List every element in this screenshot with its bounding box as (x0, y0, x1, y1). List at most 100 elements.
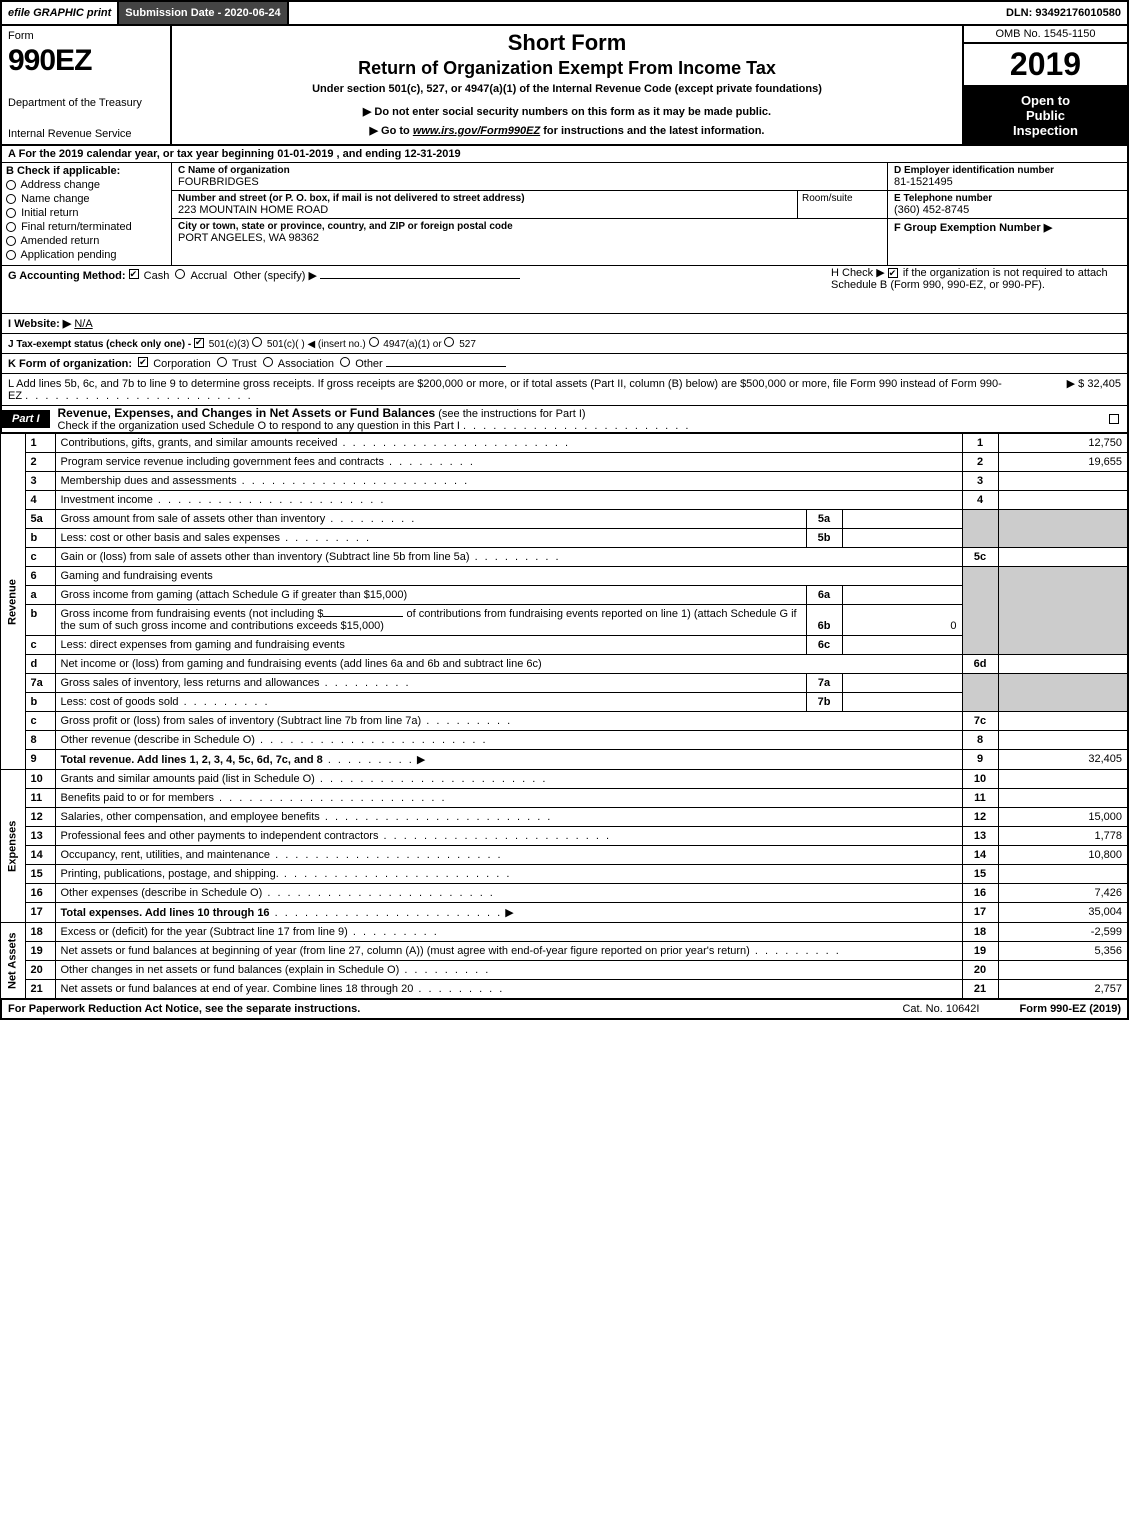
k-label: K Form of organization: (8, 358, 132, 370)
k-corp: Corporation (153, 358, 210, 370)
row-14-no: 14 (25, 846, 55, 865)
row-8-desc: Other revenue (describe in Schedule O) (55, 731, 962, 750)
b-label: B Check if applicable: (6, 165, 167, 177)
row-19-desc: Net assets or fund balances at beginning… (55, 942, 962, 961)
row-8-no: 8 (25, 731, 55, 750)
chk-527[interactable] (444, 337, 454, 347)
row-13-val: 1,778 (998, 827, 1128, 846)
chk-4947[interactable] (369, 337, 379, 347)
row-7c-ln: 7c (962, 712, 998, 731)
header-left: Form 990EZ Department of the Treasury In… (2, 26, 172, 144)
k-other-input[interactable] (386, 366, 506, 367)
line-i: I Website: ▶ N/A (0, 314, 1129, 334)
chk-h[interactable] (888, 268, 898, 278)
row-11-no: 11 (25, 789, 55, 808)
ssn-note: ▶ Do not enter social security numbers o… (363, 105, 771, 118)
row-8-val (998, 731, 1128, 750)
row-19-no: 19 (25, 942, 55, 961)
g-other-input[interactable] (320, 278, 520, 279)
line-j: J Tax-exempt status (check only one) - 5… (0, 334, 1129, 354)
line-l: L Add lines 5b, 6c, and 7b to line 9 to … (0, 374, 1129, 406)
row-9-no: 9 (25, 750, 55, 770)
row-18-ln: 18 (962, 923, 998, 942)
row-7ab-shade-ln (962, 674, 998, 712)
k-other: Other (355, 358, 383, 370)
row-5c-ln: 5c (962, 548, 998, 567)
row-4-ln: 4 (962, 491, 998, 510)
row-15-desc: Printing, publications, postage, and shi… (55, 865, 962, 884)
chk-corporation[interactable] (138, 357, 148, 367)
row-7ab-shade-val (998, 674, 1128, 712)
row-5c-no: c (25, 548, 55, 567)
row-9-desc: Total revenue. Add lines 1, 2, 3, 4, 5c,… (55, 750, 962, 770)
row-1-val: 12,750 (998, 434, 1128, 453)
top-bar: efile GRAPHIC print Submission Date - 20… (0, 0, 1129, 26)
g-accrual: Accrual (191, 270, 228, 282)
chk-other-org[interactable] (340, 357, 350, 367)
row-6-shade-ln (962, 567, 998, 655)
return-title: Return of Organization Exempt From Incom… (358, 58, 776, 79)
short-form-title: Short Form (508, 30, 627, 56)
row-6c-no: c (25, 636, 55, 655)
chk-association[interactable] (263, 357, 273, 367)
row-3-no: 3 (25, 472, 55, 491)
row-6b-desc: Gross income from fundraising events (no… (55, 605, 806, 636)
row-21-desc: Net assets or fund balances at end of ye… (55, 980, 962, 999)
chk-schedule-o-part1[interactable] (1109, 414, 1119, 424)
row-5a-subval (842, 510, 962, 529)
row-1-ln: 1 (962, 434, 998, 453)
row-6d-desc: Net income or (loss) from gaming and fun… (55, 655, 962, 674)
row-6c-desc: Less: direct expenses from gaming and fu… (55, 636, 806, 655)
chk-address-change[interactable]: Address change (6, 179, 167, 191)
chk-trust[interactable] (217, 357, 227, 367)
row-18-desc: Excess or (deficit) for the year (Subtra… (55, 923, 962, 942)
g-cash: Cash (144, 270, 170, 282)
footer-catno: Cat. No. 10642I (902, 1003, 979, 1015)
row-5b-no: b (25, 529, 55, 548)
chk-accrual[interactable] (175, 269, 185, 279)
page-footer: For Paperwork Reduction Act Notice, see … (0, 999, 1129, 1020)
row-11-ln: 11 (962, 789, 998, 808)
form-header: Form 990EZ Department of the Treasury In… (0, 26, 1129, 146)
irs-link[interactable]: www.irs.gov/Form990EZ (413, 125, 540, 137)
chk-amended-return[interactable]: Amended return (6, 235, 167, 247)
row-4-desc: Investment income (55, 491, 962, 510)
entity-info: B Check if applicable: Address change Na… (0, 163, 1129, 266)
chk-initial-return[interactable]: Initial return (6, 207, 167, 219)
under-section: Under section 501(c), 527, or 4947(a)(1)… (312, 83, 822, 95)
row-12-desc: Salaries, other compensation, and employ… (55, 808, 962, 827)
chk-final-return[interactable]: Final return/terminated (6, 221, 167, 233)
chk-name-change[interactable]: Name change (6, 193, 167, 205)
row-12-no: 12 (25, 808, 55, 827)
chk-application-pending[interactable]: Application pending (6, 249, 167, 261)
row-7b-subno: 7b (806, 693, 842, 712)
goto-pre: ▶ Go to (370, 125, 413, 137)
efile-label: efile GRAPHIC print (2, 2, 119, 24)
sidelabel-expenses: Expenses (1, 770, 25, 923)
topbar-spacer (289, 2, 1000, 24)
chk-501c[interactable] (252, 337, 262, 347)
row-5c-desc: Gain or (loss) from sale of assets other… (55, 548, 962, 567)
part-i-tab: Part I (2, 410, 50, 428)
row-7a-subno: 7a (806, 674, 842, 693)
chk-501c3[interactable] (194, 338, 204, 348)
row-19-val: 5,356 (998, 942, 1128, 961)
row-6b-contrib-input[interactable] (323, 616, 403, 617)
row-21-ln: 21 (962, 980, 998, 999)
row-6-shade-val (998, 567, 1128, 655)
row-17-val: 35,004 (998, 903, 1128, 923)
j-label: J Tax-exempt status (check only one) - (8, 339, 191, 350)
row-2-val: 19,655 (998, 453, 1128, 472)
row-15-ln: 15 (962, 865, 998, 884)
omb-number: OMB No. 1545-1150 (964, 26, 1127, 44)
row-5b-subval (842, 529, 962, 548)
section-def: D Employer identification number 81-1521… (887, 163, 1127, 265)
c-label: C Name of organization (178, 165, 881, 176)
row-20-desc: Other changes in net assets or fund bala… (55, 961, 962, 980)
j-527: 527 (459, 339, 476, 350)
submission-date-button[interactable]: Submission Date - 2020-06-24 (119, 2, 288, 24)
chk-cash[interactable] (129, 269, 139, 279)
room-suite: Room/suite (797, 191, 887, 218)
street-address: 223 MOUNTAIN HOME ROAD (178, 204, 791, 216)
row-16-no: 16 (25, 884, 55, 903)
